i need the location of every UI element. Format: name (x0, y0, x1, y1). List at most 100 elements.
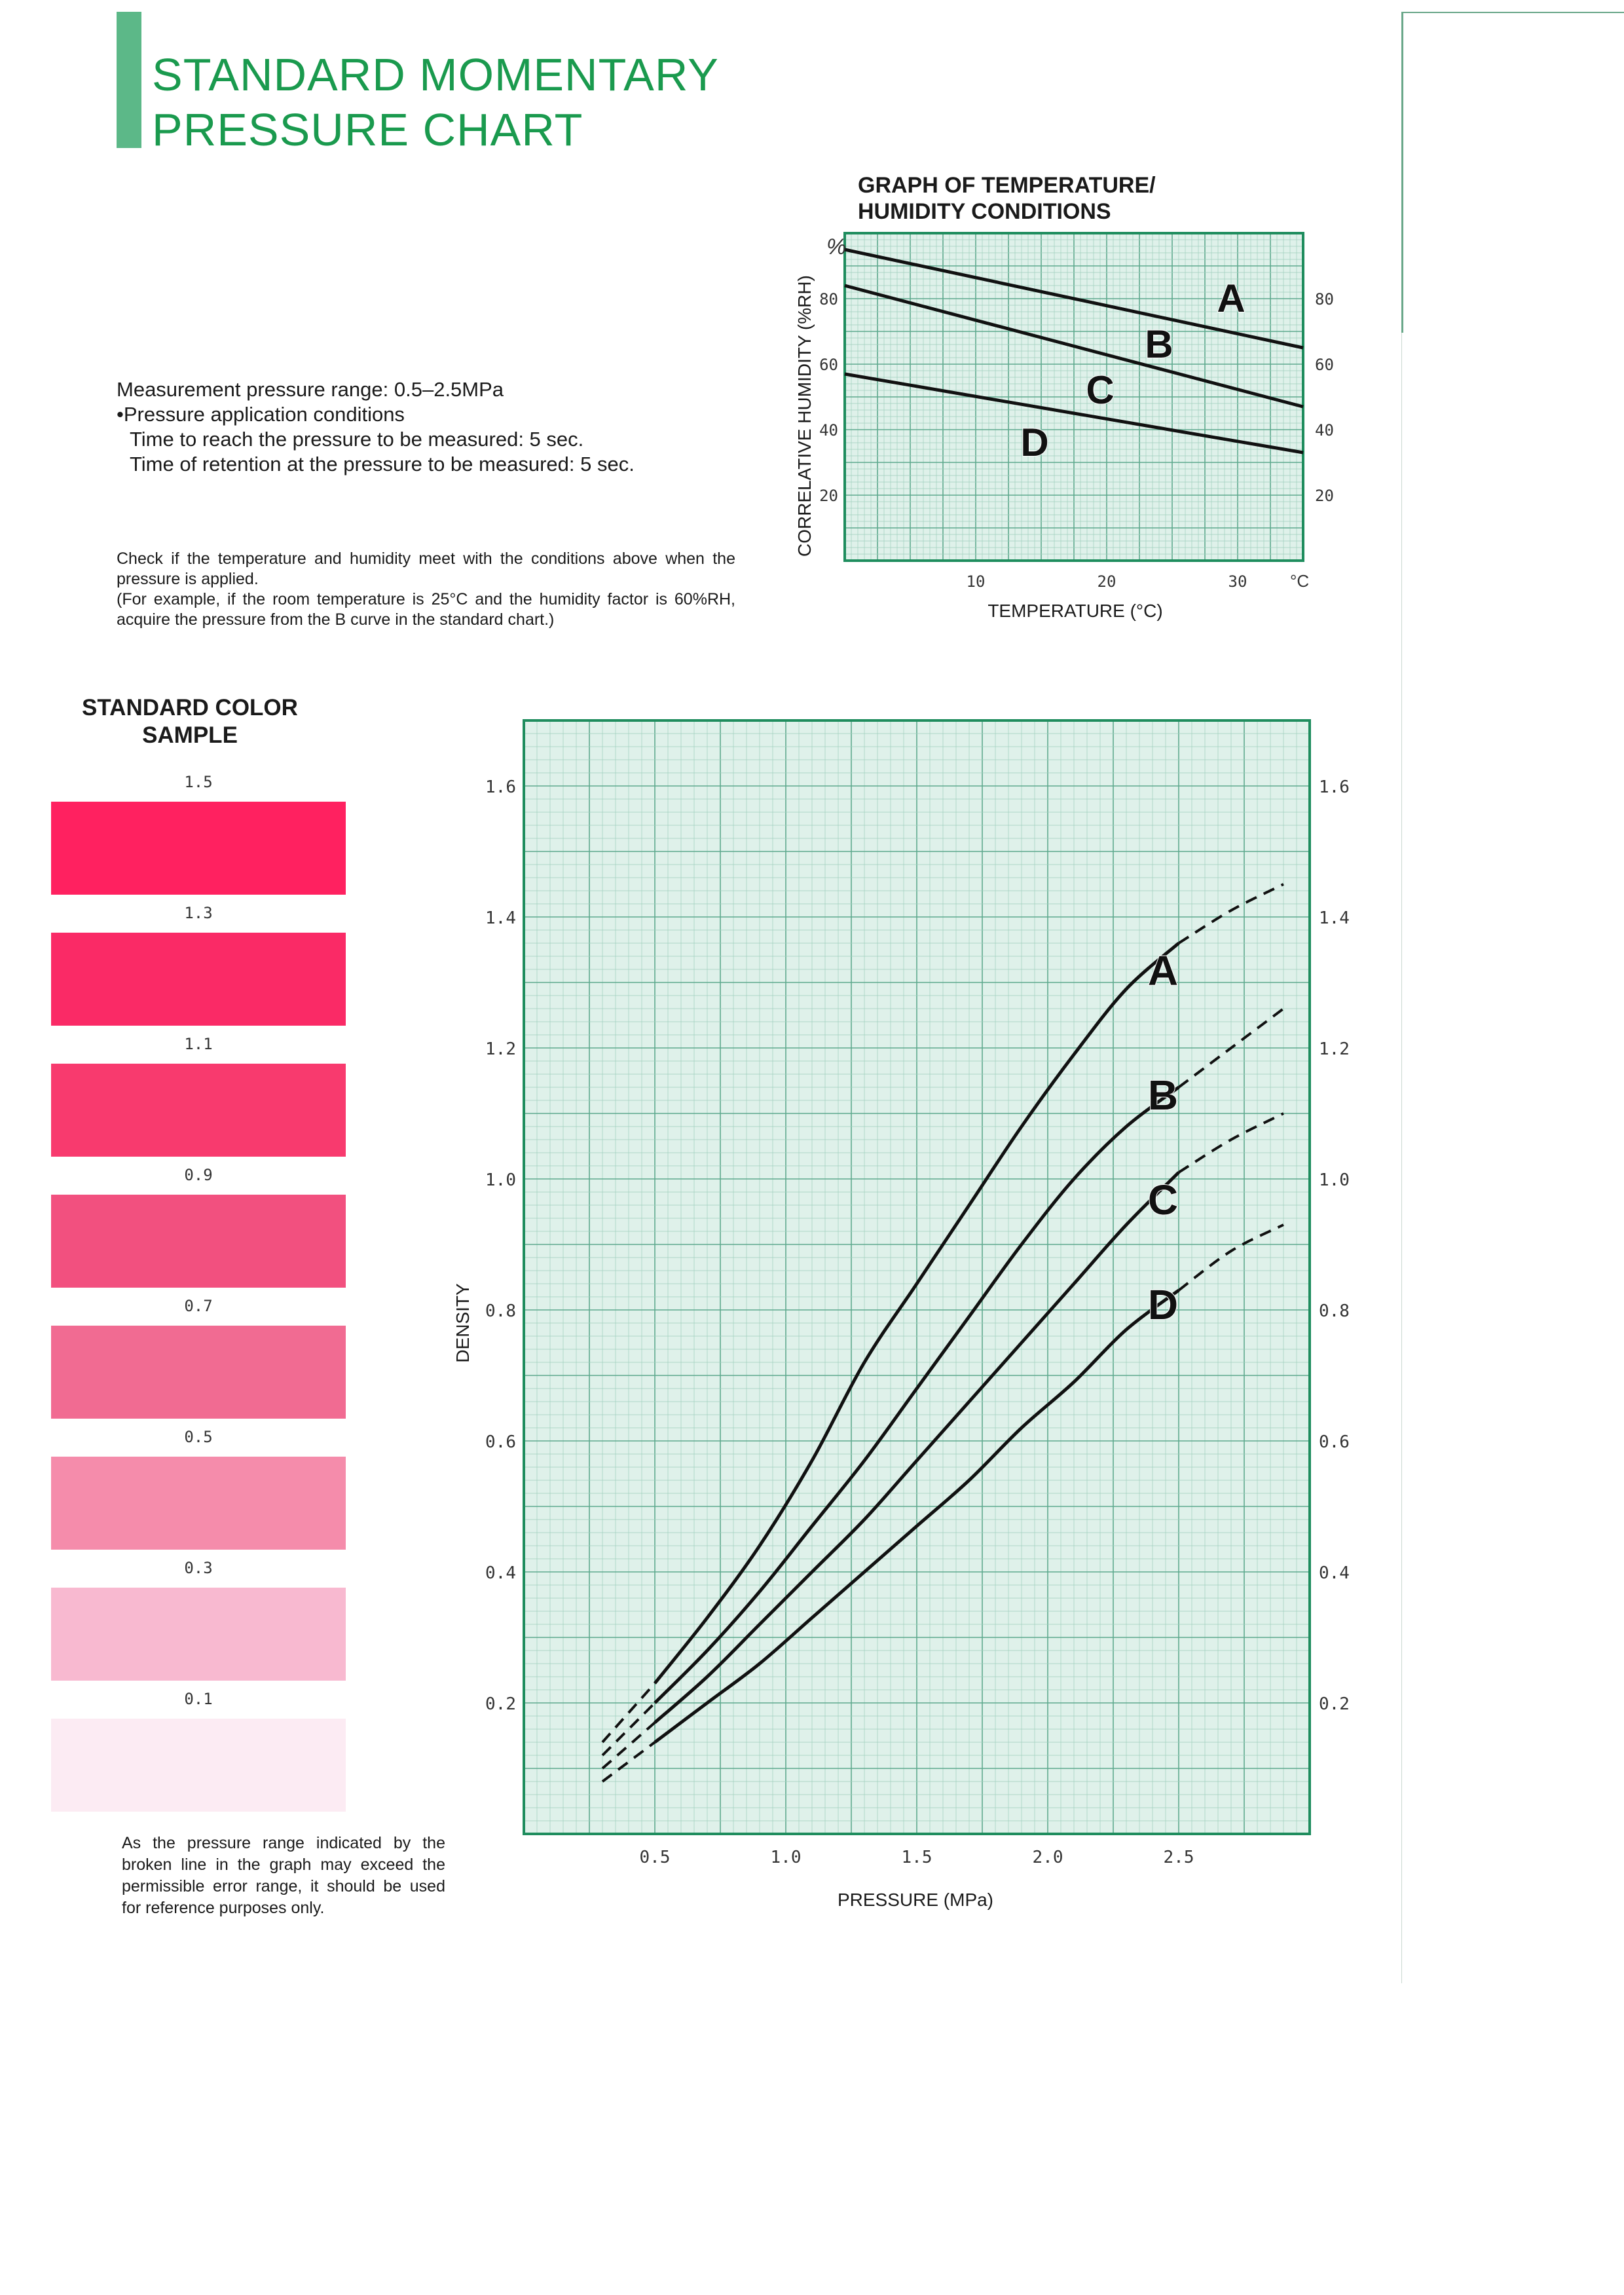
th-x-tick-label: 30 (1228, 572, 1247, 591)
pd-x-axis-title: PRESSURE (MPa) (838, 1890, 993, 1910)
th-series-line-b (844, 284, 1304, 409)
chart-frame (523, 719, 1311, 1835)
pd-series-label-a: A (1148, 947, 1178, 994)
swatch-label: 0.5 (184, 1428, 213, 1446)
color-swatch (51, 933, 346, 1026)
color-sample-title-line-1: STANDARD COLOR (82, 695, 298, 720)
application-conditions-heading: •Pressure application conditions (117, 403, 405, 426)
th-chart-grid (843, 232, 1304, 562)
pd-chart-series: A B C D (601, 883, 1285, 1783)
th-x-unit: °C (1290, 571, 1309, 591)
th-series-label-d: D (1020, 420, 1048, 464)
color-swatch (51, 1588, 346, 1681)
page-edge-rule-vertical (1401, 12, 1403, 333)
swatch-label: 0.9 (184, 1166, 213, 1184)
conditions-note: Check if the temperature and humidity me… (117, 549, 735, 630)
pd-series-label-d: D (1148, 1281, 1178, 1328)
pd-y-tick-label-right: 1.2 (1319, 1039, 1350, 1059)
color-sample-title: STANDARD COLOR SAMPLE (52, 694, 327, 749)
pd-y-tick-label-left: 1.0 (485, 1170, 516, 1190)
th-chart-ticks: 10 20 30 20 40 60 80 20 40 60 80 (819, 290, 1334, 591)
color-swatch (51, 802, 346, 895)
th-y-tick-label-right: 80 (1315, 290, 1334, 308)
pd-y-tick-label-right: 1.0 (1319, 1170, 1350, 1190)
pd-x-tick-label: 0.5 (640, 1848, 671, 1867)
swatch-label: 1.3 (184, 904, 213, 922)
swatch-label: 1.5 (184, 773, 213, 791)
pd-y-tick-label-right: 0.2 (1319, 1694, 1350, 1714)
swatch-label: 0.3 (184, 1559, 213, 1577)
swatch-label: 0.7 (184, 1297, 213, 1315)
pd-series-label-b: B (1148, 1072, 1178, 1119)
th-y-tick-label-right: 60 (1315, 356, 1334, 374)
pd-series-label-c: C (1148, 1176, 1178, 1223)
pd-y-tick-label-left: 0.6 (485, 1432, 516, 1452)
pd-series-line-c (654, 1171, 1180, 1724)
th-chart-title-line-1: GRAPH OF TEMPERATURE/ (858, 173, 1156, 198)
pd-x-tick-label: 2.5 (1164, 1848, 1194, 1867)
th-y-tick-label-left: 80 (819, 290, 838, 308)
pd-series-line-d (654, 1289, 1180, 1744)
pd-y-tick-label-left: 1.2 (485, 1039, 516, 1059)
color-swatch (51, 1719, 346, 1812)
temperature-humidity-chart: GRAPH OF TEMPERATURE/ HUMIDITY CONDITION… (794, 173, 1334, 621)
th-series-label-c: C (1086, 368, 1114, 412)
th-y-axis-title: CORRELATIVE HUMIDITY (%RH) (794, 275, 815, 557)
pd-y-tick-label-left: 0.2 (485, 1694, 516, 1714)
pd-y-tick-label-left: 0.8 (485, 1301, 516, 1321)
pd-y-tick-label-right: 1.6 (1319, 777, 1350, 797)
pd-x-tick-label: 2.0 (1033, 1848, 1063, 1867)
time-of-retention-text: Time of retention at the pressure to be … (130, 453, 635, 476)
pd-y-tick-label-left: 1.6 (485, 777, 516, 797)
page-edge-rule-horizontal (1401, 12, 1624, 13)
time-to-reach-text: Time to reach the pressure to be measure… (130, 428, 584, 451)
pd-series-dashed-start-b (601, 1702, 656, 1757)
pd-series-dashed-end-c (1177, 1112, 1284, 1174)
swatch-label: 0.1 (184, 1690, 213, 1708)
pd-series-dashed-end-d (1177, 1223, 1284, 1292)
title-line-1: STANDARD MOMENTARY (152, 49, 719, 100)
pd-y-axis-title: DENSITY (452, 1283, 473, 1363)
color-swatch (51, 1195, 346, 1288)
pd-series-dashed-start-c (601, 1721, 656, 1770)
color-swatch (51, 1064, 346, 1157)
color-swatch (51, 1457, 346, 1550)
pd-y-tick-label-right: 1.4 (1319, 908, 1350, 928)
pd-chart-ticks: 0.5 1.0 1.5 2.0 2.5 0.2 0.4 0.6 0.8 1.0 1.2 1.4 1.6 0… (485, 777, 1350, 1867)
note-line-1: Check if the temperature and humidity me… (117, 550, 735, 588)
pd-x-tick-label: 1.0 (771, 1848, 802, 1867)
pd-y-tick-label-right: 0.6 (1319, 1432, 1350, 1452)
title-line-2: PRESSURE CHART (152, 104, 583, 155)
th-y-unit: % (826, 234, 846, 259)
color-swatch (51, 1326, 346, 1419)
pd-y-tick-label-left: 1.4 (485, 908, 516, 928)
note-line-2: (For example, if the room temperature is… (117, 590, 735, 629)
pd-series-dashed-start-d (601, 1741, 656, 1783)
th-y-tick-label-right: 20 (1315, 487, 1334, 505)
th-y-tick-label-right: 40 (1315, 421, 1334, 439)
color-sample-title-line-2: SAMPLE (142, 722, 238, 748)
th-x-axis-title: TEMPERATURE (°C) (987, 601, 1162, 621)
swatch-label: 1.1 (184, 1035, 213, 1053)
pd-series-line-b (654, 1086, 1180, 1704)
th-series-label-b: B (1145, 322, 1173, 366)
pd-x-tick-label: 1.5 (902, 1848, 932, 1867)
page-title: STANDARD MOMENTARY PRESSURE CHART (152, 47, 719, 157)
th-series-label-a: A (1217, 276, 1245, 320)
pd-y-tick-label-right: 0.8 (1319, 1301, 1350, 1321)
broken-line-footnote: As the pressure range indicated by the b… (122, 1834, 445, 1917)
th-y-tick-label-left: 20 (819, 487, 838, 505)
th-x-tick-label: 10 (967, 572, 986, 591)
pd-y-tick-label-right: 0.4 (1319, 1563, 1350, 1583)
th-series-line-a (844, 248, 1304, 350)
pd-series-dashed-start-a (601, 1682, 656, 1744)
pd-series-dashed-end-b (1177, 1007, 1285, 1089)
pressure-density-chart: 0.5 1.0 1.5 2.0 2.5 0.2 0.4 0.6 0.8 1.0 1.2 1.4 1.6 0… (452, 719, 1350, 1910)
th-y-tick-label-left: 40 (819, 421, 838, 439)
th-series-line-c (844, 372, 1304, 455)
pd-y-tick-label-left: 0.4 (485, 1563, 516, 1583)
th-x-tick-label: 20 (1098, 572, 1116, 591)
measurement-conditions: Measurement pressure range: 0.5–2.5MPa •… (117, 377, 635, 477)
pd-chart-grid (523, 719, 1311, 1835)
